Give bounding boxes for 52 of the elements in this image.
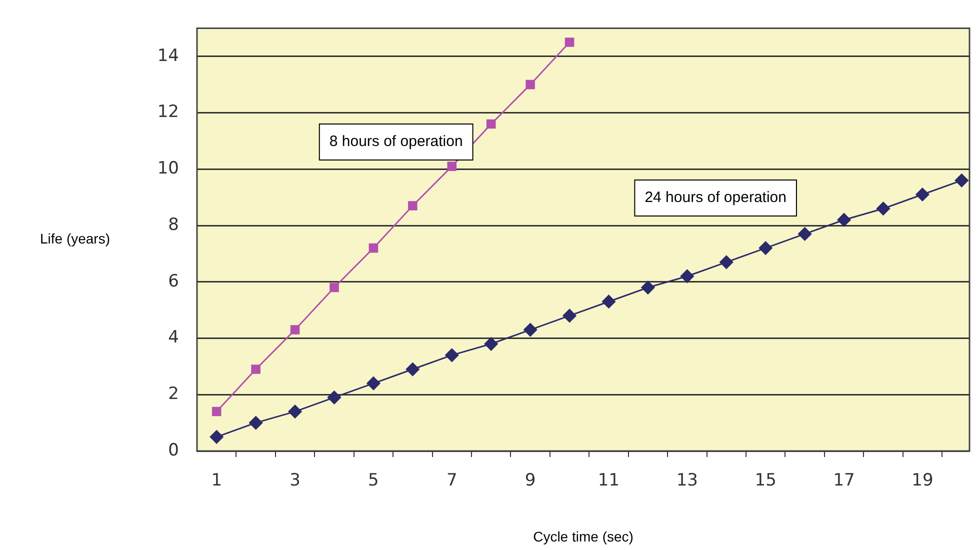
point xyxy=(526,80,535,90)
point xyxy=(680,269,694,283)
point xyxy=(954,174,968,188)
point xyxy=(641,280,655,294)
point xyxy=(445,348,459,362)
point xyxy=(408,201,418,210)
point xyxy=(251,364,260,374)
series-label: 8 hours of operation xyxy=(329,133,463,150)
point xyxy=(562,308,576,322)
x-tick-label: 5 xyxy=(368,470,379,491)
point xyxy=(837,213,851,227)
point xyxy=(486,119,496,129)
x-tick-label: 19 xyxy=(912,470,934,491)
y-axis-title: Life (years) xyxy=(40,230,110,246)
y-tick-label: 4 xyxy=(168,328,179,348)
point xyxy=(720,255,734,269)
x-tick-label: 3 xyxy=(290,470,300,491)
x-tick-label: 15 xyxy=(754,470,776,491)
y-tick-label: 10 xyxy=(157,158,179,179)
y-tick-label: 0 xyxy=(168,440,179,460)
point xyxy=(758,241,772,255)
point xyxy=(330,282,339,292)
point xyxy=(564,38,574,47)
point xyxy=(524,323,538,337)
point xyxy=(290,325,300,334)
x-tick-label: 13 xyxy=(676,470,698,491)
series-label: 24 hours of operation xyxy=(644,189,786,206)
y-tick-label: 12 xyxy=(157,102,179,122)
point xyxy=(210,430,224,444)
point xyxy=(288,404,302,418)
y-tick-label: 8 xyxy=(168,214,179,235)
y-tick-label: 14 xyxy=(157,46,179,66)
x-tick-label: 11 xyxy=(598,470,620,491)
y-tick-label: 2 xyxy=(168,384,179,404)
point xyxy=(406,362,420,376)
x-tick-label: 1 xyxy=(211,470,222,491)
y-tick-label: 6 xyxy=(168,271,179,292)
point xyxy=(368,243,378,253)
point xyxy=(212,406,222,416)
point xyxy=(249,416,263,430)
x-tick-label: 17 xyxy=(833,470,855,491)
point xyxy=(916,188,930,202)
point xyxy=(798,227,812,241)
x-tick-label: 7 xyxy=(446,470,458,491)
point xyxy=(876,202,890,216)
point xyxy=(327,390,341,404)
point xyxy=(602,294,616,308)
point xyxy=(484,337,498,351)
point xyxy=(447,162,457,171)
x-axis-title: Cycle time (sec) xyxy=(533,528,634,544)
x-tick-label: 9 xyxy=(524,470,536,491)
point xyxy=(366,376,380,390)
